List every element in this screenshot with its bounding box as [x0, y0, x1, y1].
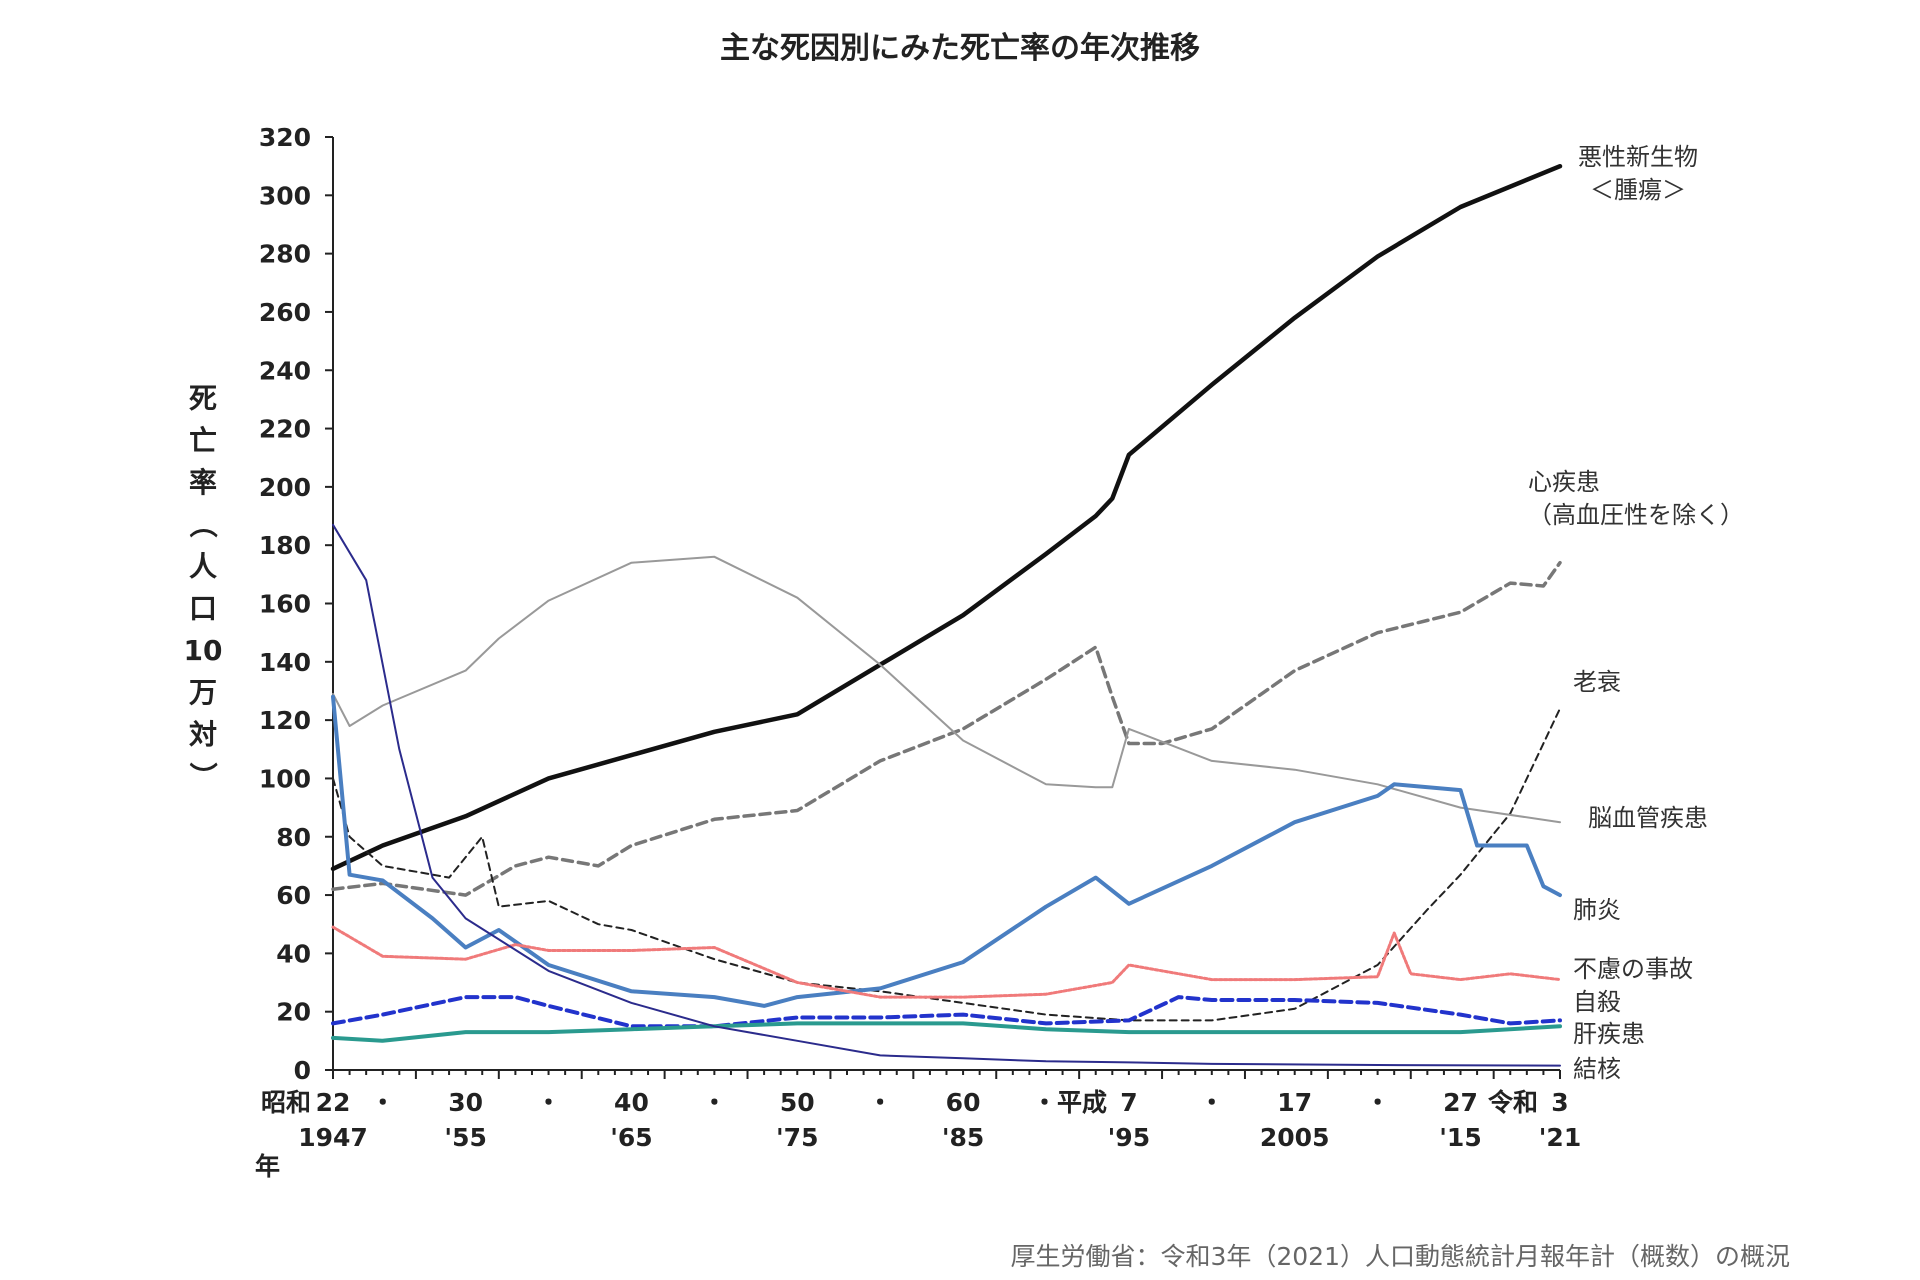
x-tick-era: 昭和 [261, 1088, 311, 1117]
series-line-8 [332, 523, 1561, 1067]
x-tick-era-heisei: ・平成 [1032, 1088, 1107, 1117]
y-label-char: 対 [189, 718, 217, 751]
x-tick-dot: ・ [868, 1088, 893, 1117]
series-label-0: 悪性新生物 ＜腫瘍＞ [1578, 143, 1698, 204]
y-tick-label: 320 [259, 123, 311, 152]
source-note: 厚生労働省：令和3年（2021）人口動態統計月報年計（概数）の概況 [1010, 1242, 1790, 1271]
y-label-char: 口 [189, 592, 217, 625]
x-tick-year: '65 [610, 1123, 652, 1152]
series-label-line: 肺炎 [1573, 896, 1621, 924]
y-label-char: 率 [189, 466, 217, 499]
x-tick-dot: ・ [702, 1088, 727, 1117]
x-tick-label: 60 [946, 1088, 981, 1117]
x-tick-year: '55 [444, 1123, 486, 1152]
series-label-line: 肝疾患 [1573, 1020, 1645, 1048]
series-line-7 [331, 1021, 1562, 1043]
x-tick-label: 50 [780, 1088, 815, 1117]
series-label-line: 悪性新生物 [1578, 143, 1698, 171]
x-axis-label: 年 [255, 1152, 280, 1181]
x-tick-label: 27 [1443, 1088, 1478, 1117]
x-tick-label: 30 [448, 1088, 483, 1117]
x-tick-label: 3 [1551, 1088, 1568, 1117]
series-labels: 悪性新生物 ＜腫瘍＞ 心疾患 （高血圧性を除く） 老衰脳血管疾患肺炎不慮の事故自殺肝疾患… [1528, 143, 1744, 1083]
series-label-line: 老衰 [1573, 668, 1621, 696]
series-label-3: 脳血管疾患 [1588, 804, 1708, 832]
y-label-char: （ [186, 510, 219, 538]
y-tick-label: 60 [276, 881, 311, 910]
series-label-7: 肝疾患 [1573, 1020, 1645, 1048]
x-tick-year: '15 [1439, 1123, 1481, 1152]
series-label-line: ＜腫瘍＞ [1590, 176, 1686, 204]
x-tick-year: '75 [776, 1123, 818, 1152]
y-tick-label: 180 [259, 531, 311, 560]
series-label-8: 結核 [1573, 1055, 1621, 1083]
x-tick-label: 22 [316, 1088, 351, 1117]
y-tick-label: 220 [259, 415, 311, 444]
x-tick-era: 令和 [1488, 1088, 1538, 1117]
series-line-3 [332, 555, 1561, 824]
y-tick-label: 160 [259, 590, 311, 619]
x-tick-label: 40 [614, 1088, 649, 1117]
axes [332, 137, 1560, 1071]
series-label-line: 結核 [1573, 1055, 1621, 1083]
y-tick-label: 80 [276, 823, 311, 852]
series-label-4: 肺炎 [1573, 896, 1621, 924]
y-tick-label: 40 [276, 939, 311, 968]
x-tick-year: '21 [1539, 1123, 1581, 1152]
series-lines [330, 163, 1563, 1067]
y-tick-label: 0 [294, 1056, 311, 1085]
series-label-line: （高血圧性を除く） [1528, 501, 1744, 529]
x-tick-year: 2005 [1260, 1123, 1330, 1152]
y-label-char: 亡 [189, 424, 217, 457]
x-tick-year: '95 [1108, 1123, 1150, 1152]
x-tick-label: 17 [1277, 1088, 1312, 1117]
y-tick-label: 200 [259, 473, 311, 502]
series-line-5 [331, 925, 1562, 999]
x-tick-dot: ・ [536, 1088, 561, 1117]
series-label-1: 心疾患 （高血圧性を除く） [1528, 468, 1744, 529]
series-label-5: 不慮の事故 [1573, 955, 1693, 983]
y-tick-label: 100 [259, 764, 311, 793]
y-label-char: ） [186, 762, 219, 790]
x-tick-year: 1947 [298, 1123, 368, 1152]
x-tick-dot: ・ [370, 1088, 395, 1117]
series-line-6 [331, 995, 1562, 1029]
series-label-line: 脳血管疾患 [1588, 804, 1708, 832]
x-tick-year: '85 [942, 1123, 984, 1152]
y-tick-label: 280 [259, 240, 311, 269]
series-label-line: 不慮の事故 [1573, 955, 1693, 983]
y-label-char: 万 [189, 676, 217, 709]
y-tick-label: 140 [259, 648, 311, 677]
series-line-1 [331, 560, 1562, 897]
x-tick-dot: ・ [1199, 1088, 1224, 1117]
y-tick-label: 300 [259, 181, 311, 210]
series-label-line: 自殺 [1573, 988, 1621, 1016]
series-label-2: 老衰 [1573, 668, 1621, 696]
series-label-line: 心疾患 [1528, 468, 1600, 496]
y-tick-label: 240 [259, 356, 311, 385]
y-label-char: 10 [184, 634, 223, 667]
y-tick-label: 120 [259, 706, 311, 735]
chart-title: 主な死因別にみた死亡率の年次推移 [720, 31, 1200, 66]
series-line-0 [330, 163, 1563, 872]
series-line-2 [332, 707, 1561, 1022]
x-tick-dot: ・ [1365, 1088, 1390, 1117]
y-label-char: 人 [189, 550, 217, 583]
y-axis-ticks: 0 20 40 60 80 100 120 140 160 180 200 220 240 260 280 3… [259, 123, 333, 1085]
series-line-4 [331, 694, 1562, 1008]
y-axis-label: 死亡率 （ 人口 10 万対 ） [184, 382, 223, 790]
y-label-char: 死 [189, 382, 217, 415]
x-tick-label: 7 [1120, 1088, 1137, 1117]
series-label-6: 自殺 [1573, 988, 1621, 1016]
y-tick-label: 20 [276, 998, 311, 1027]
y-tick-label: 260 [259, 298, 311, 327]
